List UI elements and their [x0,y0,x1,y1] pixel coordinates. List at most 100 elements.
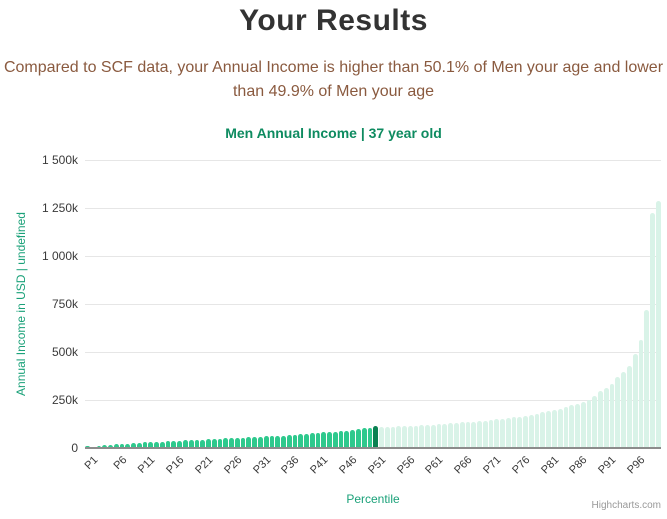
bar[interactable] [626,366,632,448]
bar[interactable] [309,433,315,448]
bar[interactable] [379,427,384,448]
bar[interactable] [575,403,580,448]
bar[interactable] [275,435,281,448]
bar[interactable] [592,395,598,448]
bar[interactable] [390,426,396,448]
bar[interactable] [108,444,113,448]
bar[interactable] [580,401,586,448]
bar[interactable] [488,419,494,448]
bar[interactable] [534,413,540,448]
bar[interactable] [165,441,171,448]
bar[interactable] [355,429,361,448]
bar[interactable] [396,426,402,448]
bar[interactable] [546,411,552,448]
bar[interactable] [113,444,119,448]
bar[interactable] [154,441,159,448]
bar[interactable] [367,427,373,448]
bar[interactable] [338,431,344,448]
bar[interactable] [402,426,407,448]
bar[interactable] [361,428,367,448]
bar[interactable] [632,353,638,448]
bar[interactable] [563,407,569,448]
bar[interactable] [448,423,453,448]
bar[interactable] [523,415,528,448]
bar[interactable] [246,437,252,448]
bar[interactable] [252,437,257,448]
bar[interactable] [217,438,223,448]
bar[interactable] [257,436,263,448]
bar[interactable] [263,436,269,448]
bar[interactable] [540,412,546,448]
bar[interactable] [603,387,609,448]
bar[interactable] [436,424,442,448]
bar[interactable] [430,424,436,448]
bar[interactable] [188,440,194,448]
bar[interactable] [621,371,626,448]
bar[interactable] [183,440,188,448]
bar[interactable] [425,424,430,448]
bar[interactable] [644,309,650,448]
bar[interactable] [465,421,471,448]
bar[interactable] [511,417,517,448]
bar[interactable] [269,436,275,448]
bar[interactable] [454,422,459,448]
bar[interactable] [177,440,183,448]
bar[interactable] [505,418,511,448]
bar[interactable] [240,437,246,448]
bar[interactable] [609,383,615,448]
bar[interactable] [281,435,286,448]
bar[interactable] [315,433,321,448]
bar[interactable] [96,445,102,448]
bar[interactable] [552,409,557,448]
bar[interactable] [286,435,292,448]
bar[interactable] [136,442,142,448]
bar[interactable] [119,443,125,448]
bar[interactable] [655,201,661,448]
bar[interactable] [131,443,136,448]
bar[interactable] [327,432,332,448]
bar[interactable] [407,425,413,448]
bar[interactable] [125,443,131,448]
bar[interactable] [419,425,425,448]
bar[interactable] [586,399,592,448]
bar[interactable] [477,420,482,448]
bar[interactable] [292,434,298,448]
bar[interactable] [494,419,500,448]
bar[interactable] [148,442,154,448]
bar[interactable] [142,442,148,448]
bar[interactable] [211,438,217,448]
bar[interactable] [350,429,355,448]
bar[interactable] [615,376,621,448]
bar[interactable] [442,423,448,448]
bar[interactable] [517,416,523,448]
bar[interactable] [332,431,338,448]
bar[interactable] [321,432,327,448]
bar[interactable] [384,426,390,448]
bar[interactable] [650,212,655,448]
bar[interactable] [200,439,206,448]
bar[interactable] [413,425,419,448]
bar[interactable] [569,405,575,448]
bar[interactable] [102,445,108,448]
bar[interactable] [459,422,465,448]
bar[interactable] [171,440,177,448]
bar[interactable] [234,437,240,448]
bar[interactable] [638,340,644,448]
bar[interactable] [500,418,505,448]
bar[interactable] [159,441,165,448]
bar[interactable] [471,421,477,448]
bar[interactable] [229,438,234,448]
bar[interactable] [482,420,488,448]
x-axis-label: P56 [394,454,418,477]
bar[interactable] [298,434,304,448]
bar[interactable] [304,433,309,448]
bar[interactable] [194,439,200,448]
bar[interactable] [528,414,534,448]
bar[interactable] [206,439,211,448]
bar[interactable] [557,408,563,448]
bar[interactable] [223,438,229,448]
bar-your-position[interactable] [373,425,379,448]
bar[interactable] [344,430,350,448]
highcharts-credit-link[interactable]: Highcharts.com [591,500,661,511]
bar[interactable] [598,391,603,448]
